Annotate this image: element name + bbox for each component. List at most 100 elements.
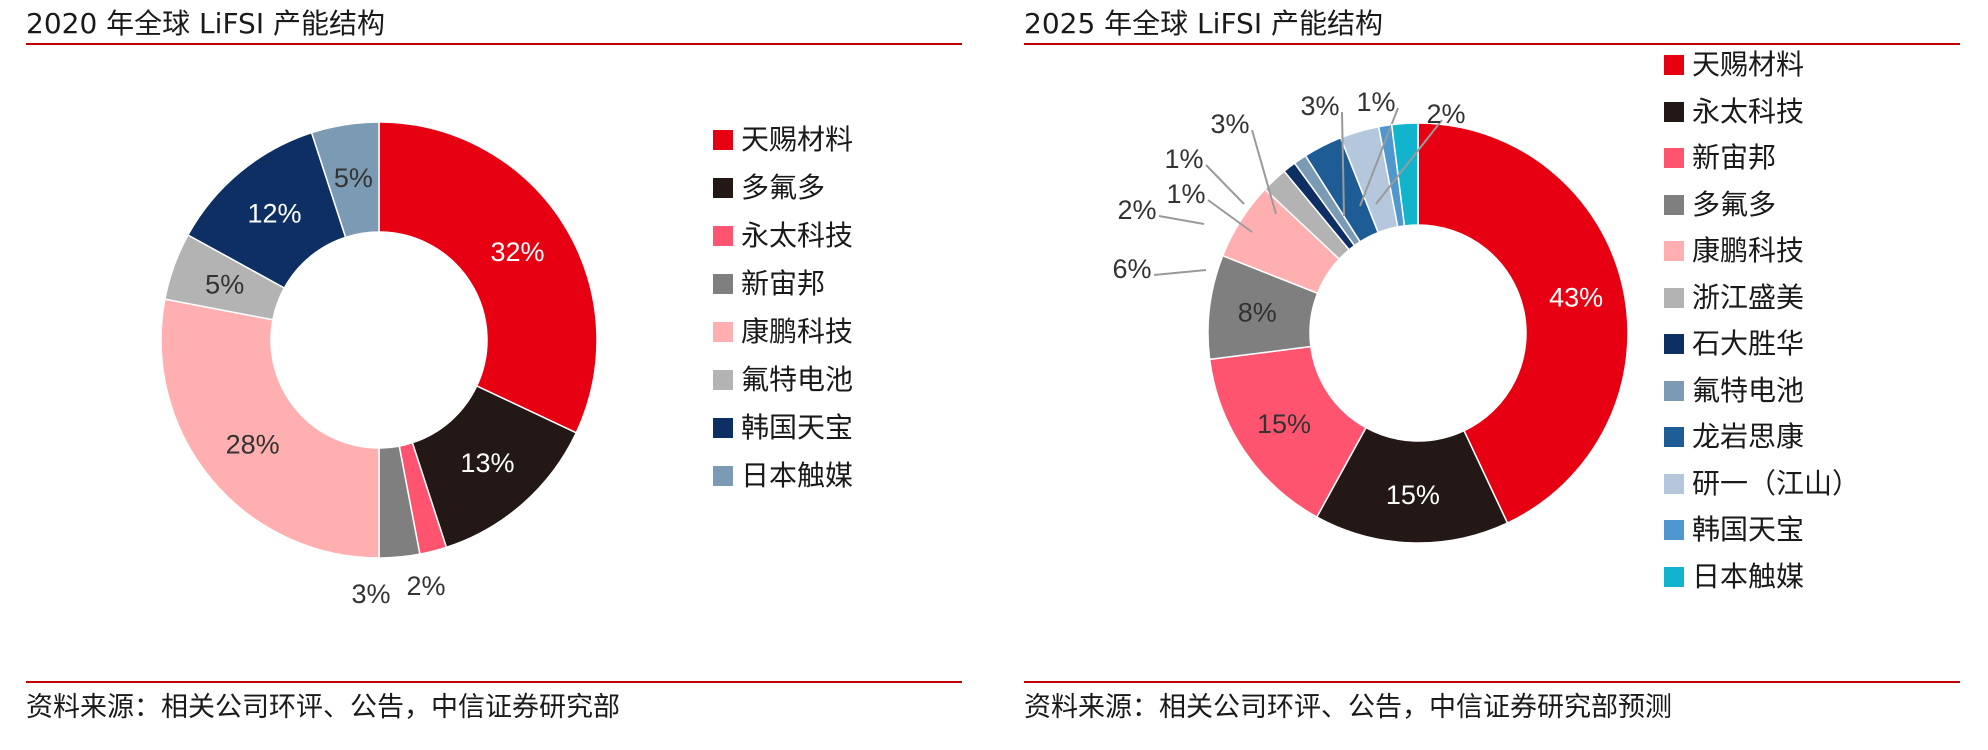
leader-line-康鹏科技: [1153, 269, 1207, 276]
legend-item-永太科技: 永太科技: [1664, 92, 1804, 132]
legend-label: 天赐材料: [741, 123, 854, 156]
legend-item-研一江山: 研一（江山）: [1664, 464, 1860, 504]
legend-label: 韩国天宝: [1692, 513, 1805, 546]
chart-panel-2025: 2025 年全球 LiFSI 产能结构 43% 15% 15% 8% 6% 2% 1% 1% 3…: [1024, 0, 1960, 750]
legend-swatch: [713, 370, 733, 390]
donut-chart-2020: 32% 13% 2% 3% 28% 5% 12% 5%: [160, 121, 598, 609]
legend-label: 康鹏科技: [1692, 234, 1805, 267]
legend-swatch: [1664, 241, 1684, 261]
legend-item-氟特电池: 氟特电池: [1664, 371, 1804, 411]
legend-swatch: [1664, 101, 1684, 122]
legend-swatch: [1664, 520, 1684, 540]
legend-label: 日本触媒: [741, 459, 854, 492]
legend-label: 多氟多: [1692, 187, 1777, 221]
legend-swatch: [713, 130, 733, 150]
source-divider: [26, 681, 962, 683]
data-label-浙江盛美: 2%: [1117, 195, 1156, 225]
legend-item-龙岩思康: 龙岩思康: [1664, 417, 1804, 457]
chart-panel-2020: 2020 年全球 LiFSI 产能结构 32% 13% 2% 3% 28% 5% 12% 5%…: [26, 0, 962, 750]
data-label-多氟多: 8%: [1238, 298, 1277, 328]
legend-item-新宙邦: 新宙邦: [1664, 138, 1776, 178]
legend-swatch: [1664, 194, 1684, 215]
legend-label: 石大胜华: [1692, 327, 1805, 360]
legend-label: 永太科技: [741, 219, 854, 252]
source-note: 资料来源：相关公司环评、公告，中信证券研究部: [26, 692, 620, 723]
data-label-永太科技: 2%: [406, 571, 445, 601]
legend-item-天赐材料: 天赐材料: [713, 120, 853, 160]
legend-swatch: [1664, 473, 1684, 494]
data-label-韩国天宝: 12%: [247, 199, 301, 229]
legend-swatch: [1664, 566, 1684, 587]
legend-label: 龙岩思康: [1692, 420, 1805, 453]
legend-swatch: [713, 274, 733, 294]
legend-item-多氟多: 多氟多: [713, 168, 825, 208]
title-divider: [26, 43, 962, 45]
data-label-康鹏科技: 28%: [226, 430, 280, 460]
data-label-日本触媒: 5%: [334, 163, 373, 193]
legend-swatch: [1664, 148, 1684, 168]
leader-line-浙江盛美: [1158, 215, 1205, 225]
legend-swatch: [713, 466, 733, 486]
legend-swatch: [1664, 427, 1684, 447]
legend-item-氟特电池: 氟特电池: [713, 360, 853, 400]
legend-label: 多氟多: [741, 171, 826, 204]
data-label-新宙邦: 3%: [351, 579, 390, 609]
legend-item-浙江盛美: 浙江盛美: [1664, 278, 1804, 318]
legend-item-多氟多: 多氟多: [1664, 185, 1776, 225]
legend-label: 日本触媒: [1692, 559, 1805, 593]
legend-swatch: [1664, 287, 1684, 308]
leader-line-研一江山: [1341, 111, 1345, 217]
legend-swatch: [713, 178, 733, 198]
slice-新宙邦: [1208, 345, 1367, 519]
legend-item-韩国天宝: 韩国天宝: [1664, 510, 1804, 550]
legend-item-永太科技: 永太科技: [713, 216, 853, 256]
legend-item-日本触媒: 日本触媒: [1664, 557, 1804, 597]
source-note: 资料来源：相关公司环评、公告，中信证券研究部预测: [1024, 692, 1672, 723]
slice-日本触媒: [1390, 122, 1419, 227]
legend-swatch: [1664, 334, 1684, 354]
legend-swatch: [1664, 380, 1684, 401]
legend-item-韩国天宝: 韩国天宝: [713, 408, 853, 448]
data-label-日本触媒: 2%: [1426, 99, 1465, 129]
legend-item-日本触媒: 日本触媒: [713, 456, 853, 496]
legend-swatch: [1664, 55, 1684, 75]
data-label-多氟多: 13%: [460, 448, 514, 478]
legend-label: 新宙邦: [1692, 141, 1777, 174]
leader-line-氟特电池: [1205, 164, 1245, 205]
legend-item-康鹏科技: 康鹏科技: [713, 312, 853, 352]
chart-title: 2025 年全球 LiFSI 产能结构: [1024, 7, 1383, 40]
leader-line-龙岩思康: [1251, 129, 1277, 215]
source-divider: [1024, 681, 1960, 683]
chart-title: 2020 年全球 LiFSI 产能结构: [26, 7, 385, 40]
slice-天赐材料: [378, 121, 598, 434]
data-label-天赐材料: 32%: [490, 237, 544, 267]
legend-item-康鹏科技: 康鹏科技: [1664, 231, 1804, 271]
legend-label: 韩国天宝: [741, 411, 854, 444]
legend-item-新宙邦: 新宙邦: [713, 264, 825, 304]
data-label-石大胜华: 1%: [1166, 179, 1205, 209]
legend-label: 研一（江山）: [1692, 466, 1861, 500]
legend-swatch: [713, 418, 733, 438]
legend-label: 天赐材料: [1692, 48, 1805, 81]
legend-label: 浙江盛美: [1692, 280, 1805, 314]
slice-康鹏科技: [160, 298, 380, 559]
legend-swatch: [713, 322, 733, 342]
data-label-氟特电池: 5%: [205, 269, 244, 299]
legend-item-石大胜华: 石大胜华: [1664, 324, 1804, 364]
legend-label: 氟特电池: [741, 363, 854, 396]
data-label-研一江山: 3%: [1300, 91, 1339, 121]
legend-label: 康鹏科技: [741, 315, 854, 348]
legend-label: 永太科技: [1692, 94, 1805, 128]
legend-item-天赐材料: 天赐材料: [1664, 45, 1804, 85]
title-divider: [1024, 43, 1960, 45]
data-label-天赐材料: 43%: [1549, 283, 1603, 313]
data-label-韩国天宝: 1%: [1356, 87, 1395, 117]
legend-label: 新宙邦: [741, 267, 826, 300]
data-label-氟特电池: 1%: [1164, 144, 1203, 174]
leader-line-石大胜华: [1207, 199, 1253, 233]
donut-chart-2025: 43%15%15%8%6%2%1%1%3%3% 1% 2%: [1112, 87, 1629, 544]
legend-swatch: [713, 226, 733, 246]
slice-永太科技: [1315, 426, 1509, 544]
leader-line-日本触媒: [1375, 119, 1443, 205]
legend-label: 氟特电池: [1692, 373, 1805, 407]
